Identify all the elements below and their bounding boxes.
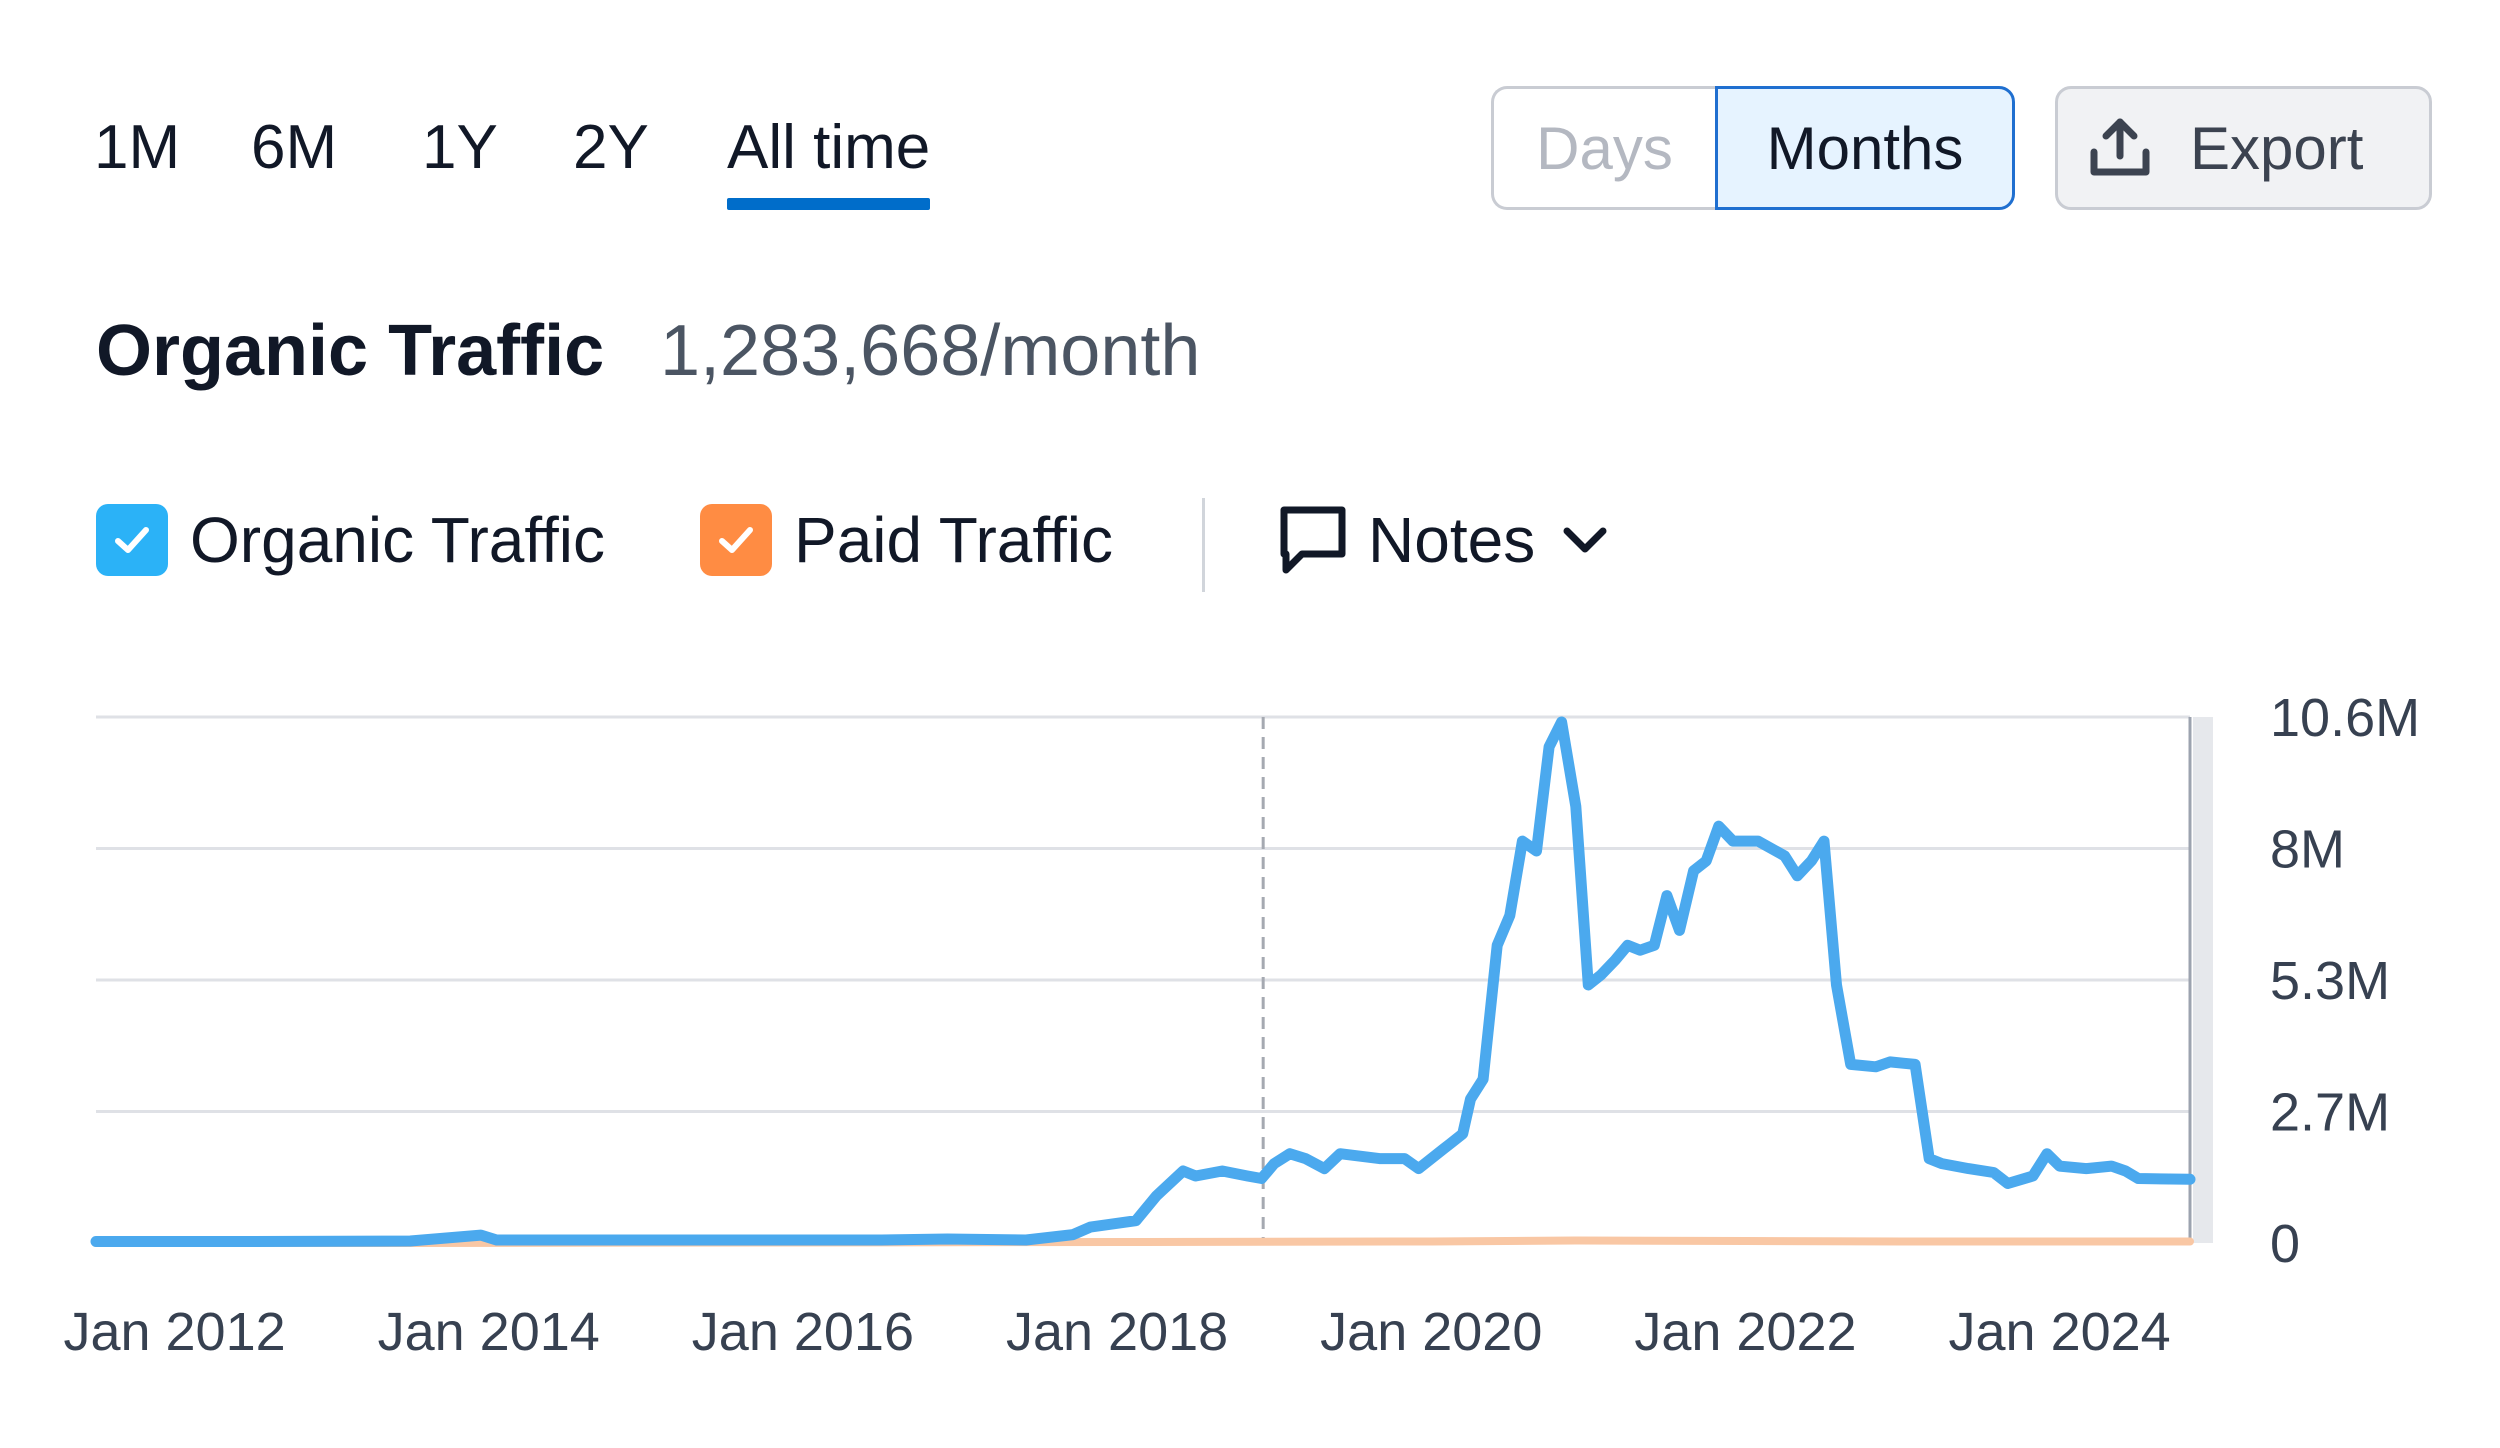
y-tick-label: 0 bbox=[2270, 1214, 2300, 1274]
y-tick-label: 5.3M bbox=[2270, 951, 2390, 1011]
granularity-toggle: Days Months bbox=[1491, 86, 2015, 210]
y-tick-label: 2.7M bbox=[2270, 1083, 2390, 1143]
notes-label: Notes bbox=[1368, 504, 1536, 576]
legend-organic-traffic[interactable]: Organic Traffic bbox=[96, 500, 605, 580]
x-tick-label: Jan 2022 bbox=[1634, 1302, 1856, 1362]
x-tick-label: Jan 2014 bbox=[378, 1302, 600, 1362]
check-icon bbox=[719, 527, 753, 553]
y-tick-label: 8M bbox=[2270, 820, 2345, 880]
organic-traffic-line bbox=[90, 716, 2196, 1247]
chart-scroll-strip bbox=[2193, 717, 2213, 1243]
check-icon bbox=[115, 527, 149, 553]
chevron-down-icon bbox=[1563, 527, 1607, 553]
notes-dropdown[interactable]: Notes bbox=[1278, 500, 1609, 580]
x-tick-label: Jan 2012 bbox=[63, 1302, 285, 1362]
legend-label-paid: Paid Traffic bbox=[794, 504, 1113, 576]
page-title: Organic Traffic bbox=[96, 311, 605, 391]
traffic-value: 1,283,668/month bbox=[660, 311, 1201, 391]
legend-label-organic: Organic Traffic bbox=[190, 504, 605, 576]
comment-icon bbox=[1280, 506, 1346, 574]
legend-paid-traffic[interactable]: Paid Traffic bbox=[700, 500, 1113, 580]
organic-checkbox[interactable] bbox=[96, 504, 168, 576]
legend-divider bbox=[1202, 498, 1205, 592]
export-button[interactable]: Export bbox=[2055, 86, 2432, 210]
y-tick-label: 10.6M bbox=[2270, 688, 2420, 748]
tab-all-time[interactable]: All time bbox=[727, 108, 931, 210]
upload-icon bbox=[2090, 118, 2150, 176]
x-tick-label: Jan 2020 bbox=[1320, 1302, 1542, 1362]
tab-1m[interactable]: 1M bbox=[94, 113, 181, 182]
days-button[interactable]: Days bbox=[1491, 86, 1715, 210]
months-button[interactable]: Months bbox=[1715, 86, 2015, 210]
tab-1y[interactable]: 1Y bbox=[422, 113, 498, 182]
tab-2y[interactable]: 2Y bbox=[573, 113, 649, 182]
paid-checkbox[interactable] bbox=[700, 504, 772, 576]
x-tick-label: Jan 2016 bbox=[692, 1302, 914, 1362]
x-tick-label: Jan 2018 bbox=[1006, 1302, 1228, 1362]
export-label: Export bbox=[2190, 114, 2364, 182]
x-tick-label: Jan 2024 bbox=[1949, 1302, 2171, 1362]
tab-6m[interactable]: 6M bbox=[251, 113, 338, 182]
